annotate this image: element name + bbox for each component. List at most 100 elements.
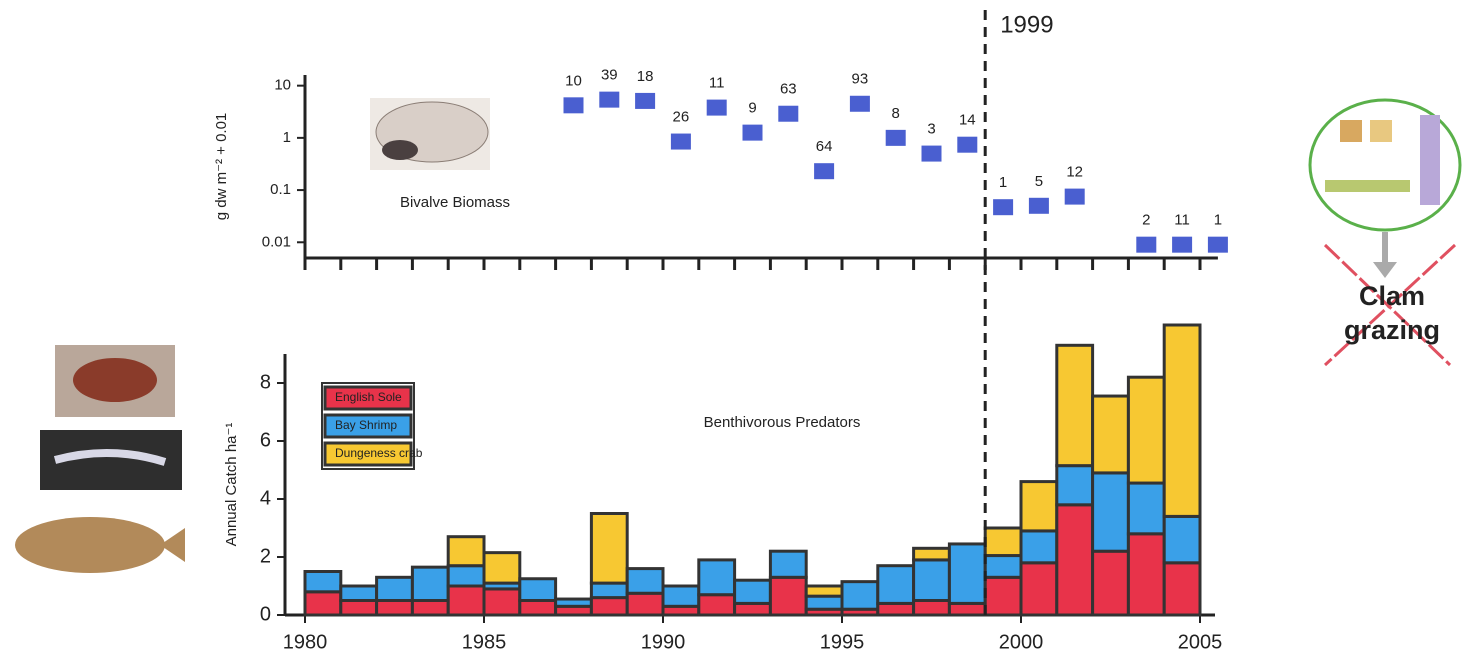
bar-segment — [806, 596, 842, 609]
sample-size-label: 93 — [852, 71, 869, 88]
y-tick-label: 10 — [274, 77, 291, 94]
x-tick-label: 1995 — [820, 631, 865, 653]
bar-segment — [1128, 377, 1164, 483]
y-tick-label: 1 — [283, 129, 291, 146]
bar-segment — [627, 593, 663, 615]
bar-segment — [412, 567, 448, 600]
bar-segment — [1057, 505, 1093, 615]
bar-segment — [1021, 563, 1057, 615]
page: {"chart_data": [ {"type": "scatter", "yl… — [0, 0, 1482, 669]
bar-segment — [985, 577, 1021, 615]
data-point — [814, 163, 834, 179]
bar-segment — [520, 601, 556, 616]
y-tick-label: 4 — [260, 487, 271, 509]
data-point — [778, 106, 798, 122]
shrimp-photo — [40, 430, 182, 490]
bar-segment — [1164, 516, 1200, 562]
bar-segment — [914, 548, 950, 560]
x-tick-label: 1990 — [641, 631, 686, 653]
bar-segment — [1093, 473, 1129, 551]
x-tick-label: 2000 — [999, 631, 1044, 653]
data-point — [635, 93, 655, 109]
bar-segment — [305, 592, 341, 615]
bar-segment — [699, 595, 735, 615]
sample-size-label: 2 — [1142, 212, 1150, 229]
bar-segment — [627, 569, 663, 594]
bar-segment — [770, 551, 806, 577]
bar-segment — [842, 582, 878, 610]
bar-segment — [770, 577, 806, 615]
bar-segment — [985, 556, 1021, 578]
bar-segment — [412, 601, 448, 616]
bar-segment — [663, 586, 699, 606]
sample-size-label: 11 — [709, 75, 725, 92]
data-point — [707, 100, 727, 116]
sample-size-label: 9 — [748, 100, 756, 117]
sample-size-label: 64 — [816, 138, 833, 155]
sample-size-label: 1 — [999, 174, 1007, 191]
bar-segment — [1021, 531, 1057, 563]
bar-segment — [1093, 396, 1129, 473]
bar-segment — [735, 580, 771, 603]
data-point — [1172, 237, 1192, 253]
data-point — [886, 130, 906, 146]
legend-label: Dungeness crab — [335, 446, 423, 460]
bar-segment — [520, 579, 556, 601]
bar-segment — [806, 586, 842, 596]
y-axis-label: g dw m⁻² + 0.01 — [213, 113, 230, 221]
sample-size-label: 5 — [1035, 173, 1043, 190]
y-tick-label: 0.1 — [270, 181, 291, 198]
figure: 10 1 0.1 0.01 g dw m⁻² + 0.01 Bivalve Biomass… — [0, 0, 1482, 669]
crab-photo — [55, 345, 175, 417]
bar-segment — [1128, 534, 1164, 615]
bar-segment — [448, 586, 484, 615]
bar-segment — [1057, 345, 1093, 465]
sample-size-label: 18 — [637, 68, 654, 85]
y-tick-label: 0.01 — [262, 233, 291, 250]
sample-size-label: 39 — [601, 67, 618, 84]
bar-segment — [591, 598, 627, 615]
sample-size-label: 14 — [959, 112, 976, 129]
data-point — [957, 137, 977, 153]
bar-segment — [914, 601, 950, 616]
chart-annotation: Bivalve Biomass — [400, 194, 510, 211]
bar-segment — [341, 601, 377, 616]
data-point — [850, 96, 870, 112]
y-tick-label: 2 — [260, 545, 271, 567]
legend-label: Bay Shrimp — [335, 418, 397, 432]
bar-segment — [1093, 551, 1129, 615]
sample-size-label: 26 — [673, 109, 690, 126]
data-point — [599, 92, 619, 108]
x-tick-label: 2005 — [1178, 631, 1223, 653]
bar-segment — [1164, 563, 1200, 615]
side-note: grazing — [1344, 315, 1440, 345]
sample-size-label: 3 — [927, 121, 935, 138]
bar-segment — [341, 586, 377, 601]
sample-size-label: 10 — [565, 72, 582, 89]
data-point — [993, 199, 1013, 215]
bar-segment — [591, 514, 627, 584]
data-point — [743, 125, 763, 141]
sample-size-label: 8 — [892, 105, 900, 122]
clam-photo — [370, 98, 490, 170]
bar-segment — [484, 553, 520, 583]
y-tick-label: 8 — [260, 371, 271, 393]
bar-segment — [556, 599, 592, 606]
data-point — [564, 97, 584, 113]
data-point — [1065, 189, 1085, 205]
bar-segment — [949, 603, 985, 615]
data-point — [1029, 198, 1049, 214]
x-tick-label: 1980 — [283, 631, 328, 653]
x-tick-label: 1985 — [462, 631, 507, 653]
legend-label: English Sole — [335, 390, 402, 404]
bar-segment — [735, 603, 771, 615]
bar-segment — [1057, 466, 1093, 505]
data-point — [1208, 237, 1228, 253]
bar-segment — [1164, 325, 1200, 516]
bar-segment — [878, 566, 914, 604]
bar-segment — [914, 560, 950, 601]
divider-label: 1999 — [1000, 11, 1053, 38]
chart-annotation: Benthivorous Predators — [704, 414, 861, 431]
bar-segment — [305, 572, 341, 592]
y-tick-label: 6 — [260, 429, 271, 451]
